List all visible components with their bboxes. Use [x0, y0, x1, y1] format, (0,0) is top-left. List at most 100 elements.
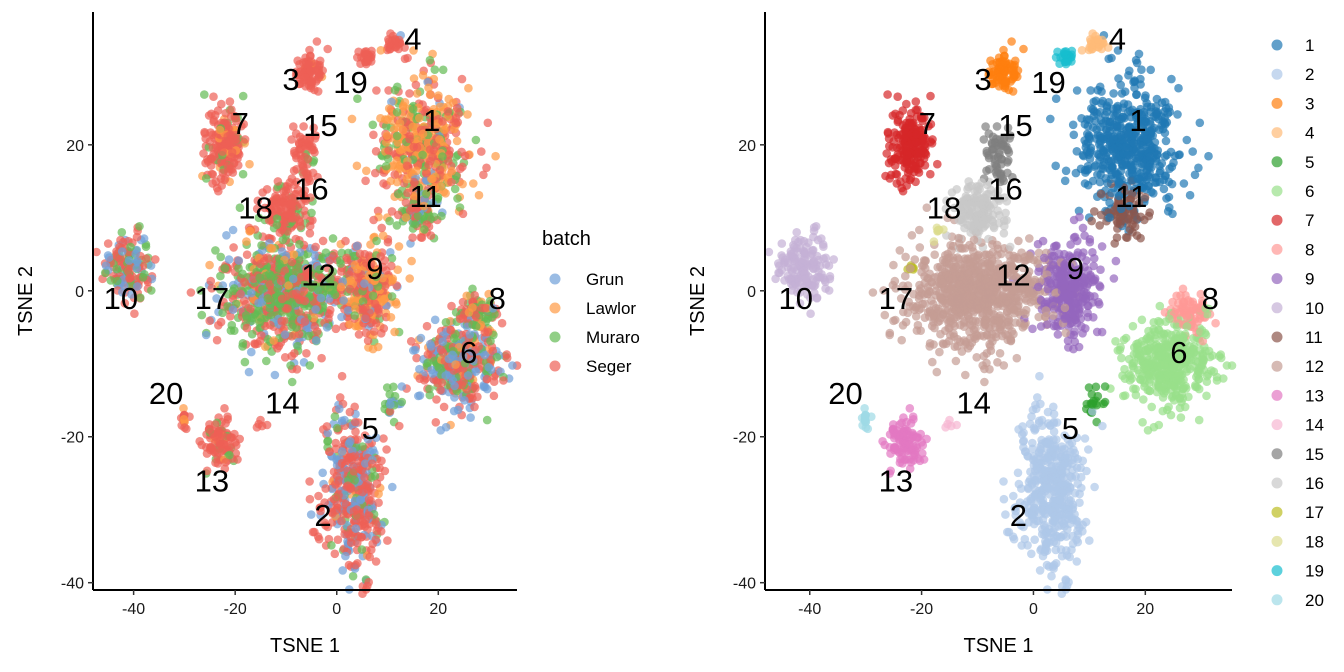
data-point	[257, 241, 266, 250]
data-point	[337, 312, 346, 322]
data-point	[269, 336, 279, 345]
data-point	[465, 330, 475, 339]
data-point	[147, 286, 156, 295]
data-point	[1195, 118, 1205, 128]
data-point	[351, 417, 360, 427]
data-point	[961, 370, 970, 380]
data-point	[199, 149, 208, 158]
data-point	[206, 276, 216, 286]
data-point	[247, 347, 256, 357]
data-point	[225, 138, 235, 147]
data-point	[395, 421, 404, 431]
data-point	[300, 317, 310, 326]
data-point	[205, 260, 214, 270]
data-point	[272, 220, 282, 230]
points-layer	[92, 29, 522, 598]
cluster-label-8: 8	[489, 281, 506, 316]
data-point	[372, 236, 381, 246]
data-point	[471, 135, 481, 145]
data-point	[335, 404, 344, 414]
data-point	[466, 413, 475, 422]
legend-label: Lawlor	[586, 299, 636, 318]
data-point	[239, 119, 248, 129]
data-point	[497, 318, 507, 328]
x-tick-label: -40	[122, 601, 145, 618]
data-point	[382, 131, 392, 140]
data-point	[1051, 94, 1061, 103]
data-point	[764, 247, 774, 257]
data-point	[287, 322, 297, 332]
data-point	[357, 532, 367, 542]
data-point	[458, 297, 468, 307]
data-point	[447, 166, 457, 176]
legend-label: Muraro	[586, 328, 640, 347]
data-point	[179, 415, 189, 424]
data-point	[376, 252, 386, 261]
data-point	[1075, 489, 1084, 499]
data-point	[247, 329, 257, 339]
data-point	[1204, 151, 1213, 161]
data-point	[392, 131, 402, 141]
data-point	[328, 234, 338, 243]
data-point	[311, 242, 320, 252]
data-point	[365, 552, 375, 562]
data-point	[438, 337, 448, 347]
y-tick-label: 20	[66, 138, 84, 155]
data-point	[441, 422, 451, 432]
data-point	[415, 391, 425, 400]
data-point	[418, 150, 427, 160]
data-point	[179, 404, 188, 413]
data-point	[502, 350, 512, 359]
data-point	[205, 316, 214, 326]
y-tick-label: 0	[75, 284, 84, 301]
data-point	[314, 69, 324, 78]
data-point	[316, 506, 325, 516]
data-point	[441, 371, 451, 380]
data-point	[372, 520, 381, 529]
data-point	[428, 174, 437, 184]
data-point	[353, 435, 362, 444]
data-point	[345, 320, 354, 329]
points-layer	[764, 29, 1237, 598]
data-point	[431, 418, 441, 427]
data-point	[303, 271, 313, 280]
data-point	[287, 377, 297, 387]
data-point	[212, 294, 221, 303]
data-point	[449, 406, 459, 416]
data-point	[212, 335, 222, 345]
data-point	[314, 285, 323, 295]
data-point	[211, 177, 221, 186]
data-point	[456, 164, 465, 173]
data-point	[307, 76, 316, 86]
data-point	[405, 89, 414, 98]
data-point	[258, 188, 268, 197]
data-point	[238, 169, 248, 179]
data-point	[225, 450, 234, 460]
data-point	[1147, 402, 1156, 412]
data-point	[146, 261, 156, 270]
cluster-label-11: 11	[410, 179, 442, 214]
data-point	[342, 253, 351, 263]
data-point	[343, 306, 353, 315]
x-tick-label: 0	[332, 601, 341, 618]
data-point	[999, 477, 1008, 486]
data-point	[440, 125, 449, 134]
data-point	[387, 97, 396, 107]
data-point	[305, 229, 315, 238]
data-point	[460, 358, 470, 368]
data-point	[470, 291, 480, 300]
data-point	[211, 246, 220, 255]
data-point	[357, 465, 366, 475]
data-point	[289, 166, 299, 175]
data-point	[458, 209, 468, 219]
cluster-label-4: 4	[404, 21, 421, 56]
data-point	[273, 344, 282, 353]
data-point	[133, 282, 142, 291]
data-point	[215, 125, 225, 135]
data-point	[354, 330, 364, 339]
data-point	[392, 156, 402, 165]
data-point	[136, 293, 145, 303]
data-point	[180, 423, 189, 432]
data-point	[424, 83, 433, 93]
data-point	[388, 482, 397, 492]
